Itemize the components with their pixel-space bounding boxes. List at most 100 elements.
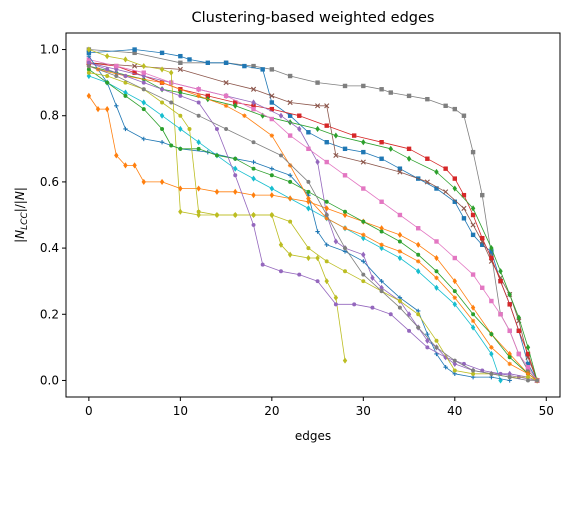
data-point xyxy=(379,87,384,92)
data-point xyxy=(507,355,512,360)
data-point xyxy=(123,80,128,85)
data-point xyxy=(379,284,384,291)
data-point xyxy=(525,365,531,370)
data-point xyxy=(397,239,402,244)
y-tick-label: 0.4 xyxy=(40,241,59,255)
data-point xyxy=(306,130,311,135)
data-point xyxy=(425,337,430,344)
data-point xyxy=(251,175,256,182)
data-point xyxy=(489,298,494,304)
data-point xyxy=(443,103,448,108)
data-point xyxy=(434,186,439,191)
data-point xyxy=(342,173,348,178)
data-point xyxy=(470,222,476,228)
data-point xyxy=(333,238,339,245)
data-point xyxy=(251,63,256,69)
data-point xyxy=(306,205,311,212)
y-tick-label: 0.2 xyxy=(40,307,59,321)
data-point xyxy=(324,199,329,204)
data-point xyxy=(260,112,265,119)
data-point xyxy=(279,153,283,158)
series-3 xyxy=(86,60,540,384)
data-point xyxy=(260,262,265,267)
data-point xyxy=(297,113,302,118)
data-point xyxy=(251,99,256,106)
data-point xyxy=(159,50,165,56)
data-point xyxy=(287,173,293,178)
data-point xyxy=(251,140,256,145)
data-point xyxy=(306,146,311,152)
data-point xyxy=(525,371,531,377)
data-point xyxy=(434,284,439,291)
data-point xyxy=(343,246,347,251)
data-point xyxy=(434,168,439,176)
data-point xyxy=(379,225,384,232)
data-point xyxy=(214,153,219,158)
data-point xyxy=(452,368,457,373)
data-point xyxy=(86,72,92,80)
data-point xyxy=(169,100,174,105)
data-point xyxy=(498,371,503,376)
data-point xyxy=(443,365,448,370)
data-point xyxy=(159,66,165,73)
data-point xyxy=(132,63,138,69)
data-point xyxy=(516,351,522,357)
data-point xyxy=(480,368,485,373)
data-point xyxy=(525,368,531,373)
data-point xyxy=(416,241,421,248)
data-point xyxy=(223,60,229,65)
data-point xyxy=(132,70,137,75)
data-point xyxy=(223,80,229,86)
data-point xyxy=(434,345,439,350)
data-point xyxy=(480,285,485,290)
series-2 xyxy=(86,47,540,383)
data-point xyxy=(489,332,494,337)
data-point xyxy=(123,126,128,132)
data-point xyxy=(132,47,137,52)
data-point xyxy=(342,226,348,231)
data-point xyxy=(105,80,110,85)
data-point xyxy=(233,165,238,172)
data-point xyxy=(178,208,183,215)
data-point xyxy=(461,192,467,198)
data-point xyxy=(434,275,439,281)
data-point xyxy=(287,113,293,118)
data-point xyxy=(233,213,238,217)
data-point xyxy=(370,305,375,310)
series-line xyxy=(88,65,538,381)
series-line xyxy=(88,75,501,381)
data-point xyxy=(123,74,128,78)
data-point xyxy=(461,216,467,221)
data-point xyxy=(95,106,101,113)
data-point xyxy=(379,245,384,252)
data-point xyxy=(314,103,321,109)
data-point xyxy=(269,133,275,138)
data-point xyxy=(278,241,284,248)
data-point xyxy=(361,272,366,277)
data-point xyxy=(269,192,275,199)
data-point xyxy=(315,158,320,166)
data-point xyxy=(425,331,430,337)
data-point xyxy=(342,357,348,364)
data-point xyxy=(178,53,183,59)
data-point xyxy=(388,312,393,317)
data-point xyxy=(205,93,210,99)
data-point xyxy=(196,209,201,214)
data-point xyxy=(379,242,384,247)
data-point xyxy=(507,361,512,367)
data-point xyxy=(324,216,329,221)
data-point xyxy=(196,100,201,105)
data-point xyxy=(269,93,275,99)
data-point xyxy=(160,87,165,92)
y-tick-label: 0.6 xyxy=(40,175,59,189)
data-point xyxy=(86,70,91,75)
data-point xyxy=(416,226,421,231)
data-point xyxy=(324,123,329,128)
data-point xyxy=(397,212,403,218)
data-point xyxy=(86,50,92,56)
data-point xyxy=(114,63,119,69)
data-point xyxy=(480,242,485,247)
data-point xyxy=(114,74,119,78)
data-point xyxy=(361,83,366,89)
data-point xyxy=(169,80,174,85)
